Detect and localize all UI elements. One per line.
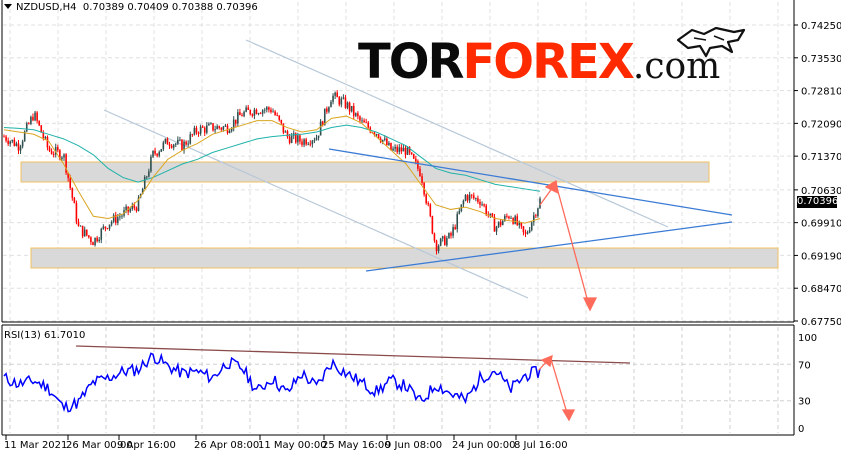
- support-zone: [30, 247, 779, 269]
- dropdown-triangle-icon[interactable]: [4, 4, 12, 9]
- time-tick-label: 24 Jun 00:00: [452, 440, 516, 451]
- torforex-logo: TORFOREX.com: [358, 26, 746, 94]
- rsi-label: RSI(13) 61.7010: [4, 330, 86, 341]
- time-tick-label: 9 Jun 08:00: [385, 440, 442, 451]
- price-tick-label: 0.73530: [801, 54, 841, 65]
- price-tick-label: 0.71370: [801, 152, 841, 163]
- price-tick-label: 0.72810: [801, 87, 841, 98]
- rsi-tick-label: 30: [798, 397, 811, 408]
- symbol-label: NZDUSD,H4: [16, 2, 77, 13]
- rsi-tick-label: 100: [798, 333, 817, 344]
- candlesticks: [3, 90, 541, 255]
- ma-fast-line: [3, 115, 541, 224]
- rsi-line: [3, 352, 541, 413]
- rsi-tick-label: 70: [798, 360, 811, 371]
- price-tick-label: 0.69910: [801, 219, 841, 230]
- time-tick-label: 25 May 16:00: [322, 440, 391, 451]
- bull-icon: [676, 26, 746, 58]
- time-tick-label: 26 Mar 00:00: [66, 440, 133, 451]
- rsi-trendline: [75, 345, 631, 364]
- rsi-axis: 100 70 30 0: [798, 333, 817, 435]
- time-tick-label: 26 Apr 08:00: [194, 440, 259, 451]
- logo-forex: FOREX: [462, 34, 635, 90]
- current-price-tag: 0.70396: [797, 196, 839, 208]
- rsi-tick-label: 0: [798, 424, 804, 435]
- chart-header: NZDUSD,H4 0.70389 0.70409 0.70388 0.7039…: [4, 2, 258, 13]
- rsi-frame: [1, 324, 795, 436]
- price-tick-label: 0.72090: [801, 119, 841, 130]
- time-tick-label: 9 Apr 16:00: [117, 440, 176, 451]
- ohlc-values: 0.70389 0.70409 0.70388 0.70396: [82, 2, 258, 13]
- price-axis[interactable]: 0.74250 0.73530 0.72810 0.72090 0.71370 0.706…: [794, 21, 841, 328]
- rsi-grid: [3, 327, 793, 433]
- channel-lower-line: [103, 109, 529, 299]
- price-tick-label: 0.68470: [801, 284, 841, 295]
- price-tick-label: 0.70630: [801, 186, 841, 197]
- time-tick-label: 11 Mar 2021: [4, 440, 67, 451]
- price-tick-label: 0.69190: [801, 251, 841, 262]
- ma-slow-line: [3, 124, 541, 192]
- price-tick-label: 0.67750: [801, 317, 841, 328]
- rsi-forecast-arrow-icon: [538, 354, 576, 422]
- ascending-trendline: [365, 221, 733, 272]
- descending-trendline: [328, 148, 733, 216]
- time-tick-label: 11 May 00:00: [258, 440, 327, 451]
- time-tick-label: 8 Jul 16:00: [514, 440, 568, 451]
- price-tick-label: 0.74250: [801, 21, 841, 32]
- channel-upper-line: [245, 39, 669, 228]
- forecast-arrow-icon: [539, 179, 598, 312]
- resistance-zone: [20, 161, 710, 183]
- logo-tor: TOR: [358, 34, 465, 90]
